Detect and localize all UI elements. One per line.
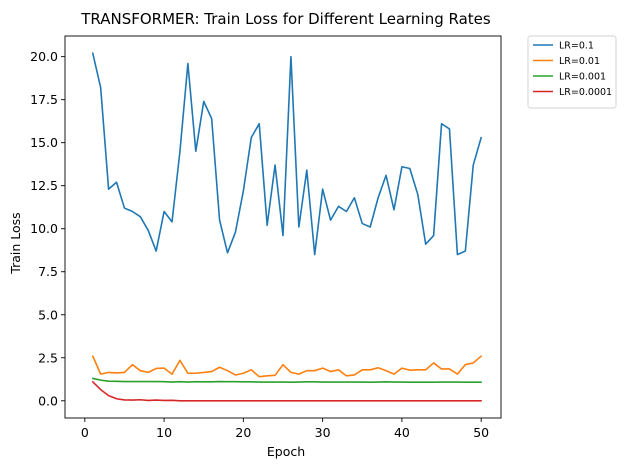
chart-title: TRANSFORMER: Train Loss for Different Le… xyxy=(80,10,491,28)
series-line-4 xyxy=(91,381,482,402)
y-tick-label: 15.0 xyxy=(30,135,58,150)
series-line-3 xyxy=(91,377,482,384)
legend: LR=0.1 LR=0.01 LR=0.001 LR=0.0001 xyxy=(527,35,617,109)
y-tick-label: 20.0 xyxy=(30,49,58,64)
legend-label-1: LR=0.1 xyxy=(559,41,594,52)
y-tick-label: 12.5 xyxy=(30,178,58,193)
series-line-1 xyxy=(91,52,482,256)
y-tick-label: 7.5 xyxy=(38,264,58,279)
y-tick-label: 2.5 xyxy=(38,350,58,365)
plot-frame xyxy=(64,35,502,419)
y-tick-label: 10.0 xyxy=(30,221,58,236)
y-axis-title: Train Loss xyxy=(8,212,23,274)
y-tick-label: 17.5 xyxy=(30,92,58,107)
x-tick-label: 40 xyxy=(394,425,410,440)
x-tick-label: 30 xyxy=(315,425,331,440)
x-tick-label: 10 xyxy=(156,425,172,440)
y-tick-label: 0.0 xyxy=(38,393,58,408)
axes: 0 10 20 30 40 50 0.0 2.5 5.0 7.5 10.0 12.5 15.0 17.5 2… xyxy=(30,35,502,440)
x-tick-label: 50 xyxy=(473,425,489,440)
series-line-2 xyxy=(91,355,482,378)
y-tick-label: 5.0 xyxy=(38,307,58,322)
x-tick-label: 0 xyxy=(81,425,89,440)
legend-box xyxy=(527,35,617,109)
legend-label-4: LR=0.0001 xyxy=(559,87,612,98)
legend-label-2: LR=0.01 xyxy=(559,56,600,67)
x-axis-title: Epoch xyxy=(267,444,305,459)
plot-area xyxy=(91,52,482,402)
x-tick-label: 20 xyxy=(235,425,251,440)
legend-label-3: LR=0.001 xyxy=(559,72,606,83)
